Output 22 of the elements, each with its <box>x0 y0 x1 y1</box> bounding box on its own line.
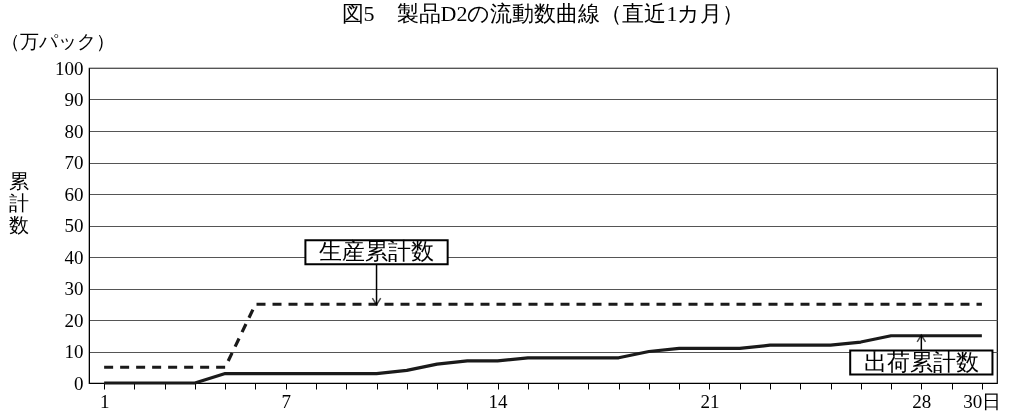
y-tick-label: 70 <box>64 152 84 173</box>
x-tick-label: 21 <box>700 390 720 412</box>
y-tick-label: 0 <box>74 372 84 394</box>
y-tick-label: 90 <box>64 89 84 110</box>
y-tick-label: 50 <box>64 215 84 236</box>
annotation: 生産累計数 <box>319 239 435 265</box>
y-tick-label: 60 <box>64 183 84 205</box>
chart-title: 図5 製品D2の流動数曲線（直近1カ月） <box>341 1 745 26</box>
x-tick-label: 1 <box>99 390 110 412</box>
y-tick-label: 40 <box>64 246 84 268</box>
y-axis-title: 累計数 <box>9 170 29 236</box>
x-tick-label: 14 <box>488 390 509 412</box>
x-tick-label: 30日 <box>963 390 1002 412</box>
x-tick-label: 28 <box>912 390 932 412</box>
text: （万パック） <box>1 31 115 52</box>
annotation: 出荷累計数 <box>863 349 979 375</box>
y-tick-label: 30 <box>64 278 84 299</box>
y-tick-label: 10 <box>64 341 84 362</box>
y-tick-label: 80 <box>64 120 84 142</box>
y-tick-label: 100 <box>55 57 84 79</box>
x-tick-label: 7 <box>281 390 291 412</box>
y-tick-label: 20 <box>64 309 84 331</box>
